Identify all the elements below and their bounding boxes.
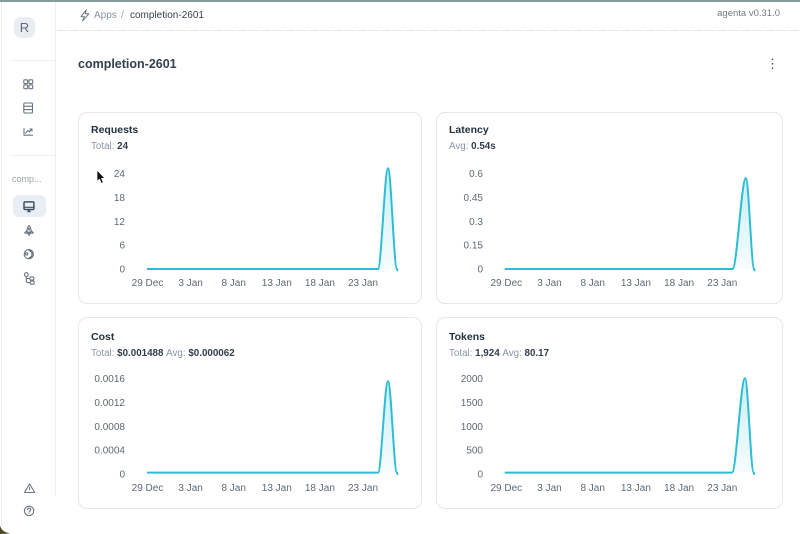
svg-text:3 Jan: 3 Jan — [178, 278, 202, 289]
svg-text:18 Jan: 18 Jan — [664, 278, 694, 289]
svg-text:23 Jan: 23 Jan — [707, 278, 737, 289]
svg-text:18 Jan: 18 Jan — [305, 483, 335, 494]
svg-text:3 Jan: 3 Jan — [537, 278, 561, 289]
svg-text:29 Dec: 29 Dec — [132, 483, 164, 494]
svg-text:13 Jan: 13 Jan — [621, 278, 651, 289]
svg-text:3 Jan: 3 Jan — [178, 483, 202, 494]
svg-text:0.0008: 0.0008 — [94, 422, 125, 433]
svg-text:0.45: 0.45 — [464, 193, 484, 204]
svg-text:0.15: 0.15 — [464, 241, 484, 252]
svg-text:0: 0 — [119, 469, 125, 480]
svg-text:13 Jan: 13 Jan — [262, 278, 292, 289]
svg-text:18 Jan: 18 Jan — [664, 483, 694, 494]
svg-text:24: 24 — [114, 169, 126, 180]
svg-text:23 Jan: 23 Jan — [348, 278, 378, 289]
svg-text:0: 0 — [477, 264, 483, 275]
svg-text:8 Jan: 8 Jan — [221, 278, 245, 289]
svg-text:0.0012: 0.0012 — [94, 398, 125, 409]
svg-text:18 Jan: 18 Jan — [305, 278, 335, 289]
svg-text:13 Jan: 13 Jan — [621, 483, 651, 494]
svg-text:0.3: 0.3 — [469, 217, 483, 228]
svg-text:500: 500 — [466, 446, 483, 457]
svg-text:29 Dec: 29 Dec — [490, 483, 522, 494]
svg-text:0.0004: 0.0004 — [94, 446, 125, 457]
svg-text:29 Dec: 29 Dec — [490, 278, 522, 289]
svg-text:0: 0 — [119, 264, 125, 275]
svg-text:0: 0 — [477, 469, 483, 480]
svg-text:0.0016: 0.0016 — [94, 374, 125, 385]
svg-text:2000: 2000 — [461, 374, 484, 385]
svg-text:23 Jan: 23 Jan — [707, 483, 737, 494]
svg-text:8 Jan: 8 Jan — [580, 278, 604, 289]
svg-text:0.6: 0.6 — [469, 169, 483, 180]
svg-text:23 Jan: 23 Jan — [348, 483, 378, 494]
svg-text:8 Jan: 8 Jan — [580, 483, 604, 494]
svg-text:1000: 1000 — [461, 422, 484, 433]
svg-text:1500: 1500 — [461, 398, 484, 409]
svg-text:13 Jan: 13 Jan — [262, 483, 292, 494]
svg-text:29 Dec: 29 Dec — [132, 278, 164, 289]
svg-text:8 Jan: 8 Jan — [221, 483, 245, 494]
svg-text:18: 18 — [114, 193, 126, 204]
svg-text:12: 12 — [114, 217, 126, 228]
svg-text:6: 6 — [119, 241, 125, 252]
svg-text:3 Jan: 3 Jan — [537, 483, 561, 494]
